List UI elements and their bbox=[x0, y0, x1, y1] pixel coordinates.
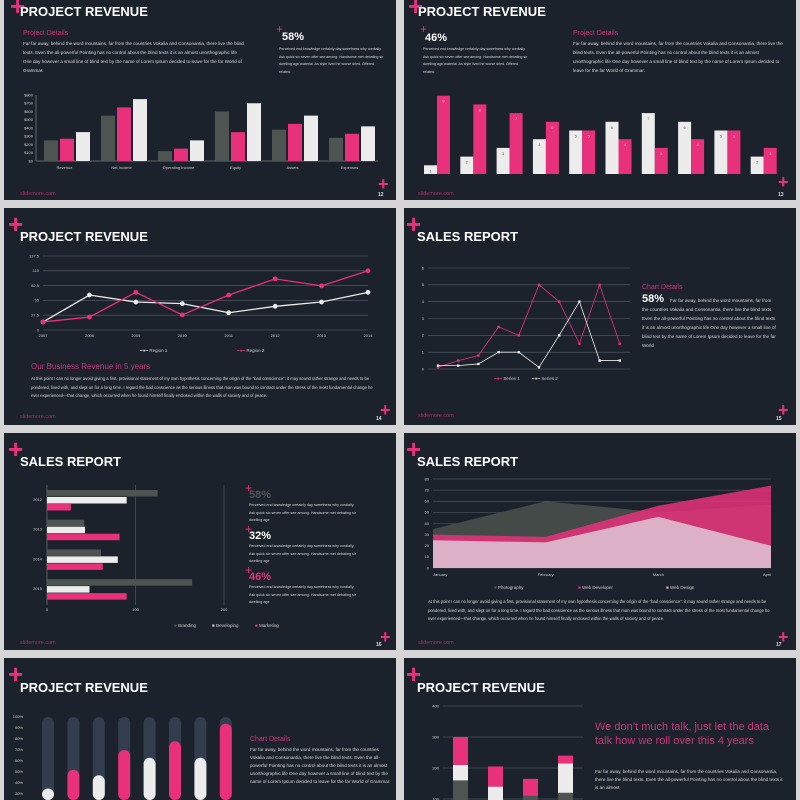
stat-text: Perceived end knowledge certainly day sw… bbox=[423, 47, 528, 74]
stat-value: 58% bbox=[282, 31, 305, 43]
legend-region-1: ━●━ Region 1 bbox=[140, 348, 168, 353]
subtitle: Our Business Revenue in 5 years bbox=[31, 362, 151, 371]
slide-project-revenue-pills[interactable]: + PROJECT REVENUE Chart Details Far far … bbox=[4, 658, 396, 800]
footer-brand[interactable]: slidemore.com bbox=[418, 413, 454, 419]
plus-icon: + bbox=[778, 400, 789, 420]
footer-brand[interactable]: slidemore.com bbox=[20, 191, 56, 197]
stat-text: Perceived end knowledge certainly day sw… bbox=[249, 503, 356, 522]
slide-17[interactable]: + SALES REPORT ■ Photography ■ Web Devel… bbox=[404, 433, 796, 650]
body-text: Far far away, behind the word mountains,… bbox=[595, 769, 783, 790]
body-text: Far far away, behind the word mountains,… bbox=[250, 747, 391, 784]
page-number: 15 bbox=[776, 416, 782, 422]
plus-icon: + bbox=[778, 627, 789, 647]
page-number: 13 bbox=[778, 192, 784, 198]
legend-photography: ■ Photography bbox=[494, 585, 524, 590]
stat-value: 58% bbox=[249, 489, 272, 501]
legend-label: Marketing bbox=[258, 623, 279, 628]
plus-icon: + bbox=[378, 174, 389, 194]
legend-branding: ■ Branding bbox=[174, 623, 196, 628]
plus-icon: + bbox=[245, 481, 253, 495]
headline: We don’t much talk, just let the data ta… bbox=[595, 721, 770, 747]
stat-text: Perceived end knowledge certainly day sw… bbox=[249, 544, 356, 563]
body-text: At this point I can no longer avoid givi… bbox=[428, 599, 770, 621]
subtitle: Chart Details bbox=[642, 284, 683, 291]
legend-marketing: ■ Marketing bbox=[255, 623, 279, 628]
slide-15[interactable]: + SALES REPORT ━●━ Series 1 ━●━ Series 2… bbox=[404, 208, 796, 425]
plus-icon: + bbox=[245, 522, 253, 536]
plus-icon: + bbox=[778, 172, 789, 192]
slide-title: PROJECT REVENUE bbox=[418, 4, 546, 19]
slide-16[interactable]: + SALES REPORT + 58% Perceived end knowl… bbox=[4, 433, 396, 650]
stat-value: 46% bbox=[425, 32, 448, 44]
stat-value: 32% bbox=[249, 530, 272, 542]
legend-region-2: ━●━ Region 2 bbox=[237, 348, 265, 353]
footer-brand[interactable]: slidemore.com bbox=[20, 640, 56, 646]
slide-title: SALES REPORT bbox=[417, 229, 519, 244]
legend-web-developer: ■ Web Developer bbox=[578, 585, 613, 590]
footer-brand[interactable]: slidemore.com bbox=[20, 414, 56, 420]
legend-label: Branding bbox=[177, 623, 196, 628]
legend-series-1: ━●━ Series 1 bbox=[494, 376, 520, 381]
plus-icon: + bbox=[276, 22, 284, 36]
plus-icon: + bbox=[10, 0, 26, 21]
legend-label: Region 1 bbox=[149, 348, 168, 353]
slide-project-revenue-stacked[interactable]: + PROJECT REVENUE We don’t much talk, ju… bbox=[404, 658, 796, 800]
plus-icon: + bbox=[245, 563, 253, 577]
plus-icon: + bbox=[8, 209, 24, 239]
plus-icon: + bbox=[406, 209, 422, 239]
legend-label: Web Design bbox=[669, 585, 695, 590]
body-text: Far far away, behind the word mountains,… bbox=[642, 298, 776, 348]
plus-icon: + bbox=[406, 659, 422, 689]
legend-series-2: ━●━ Series 2 bbox=[532, 376, 558, 381]
legend-label: Web Developer bbox=[581, 585, 613, 590]
page-number: 16 bbox=[376, 642, 382, 648]
subtitle: Project Details bbox=[573, 30, 619, 37]
slide-title: SALES REPORT bbox=[20, 454, 122, 469]
slide-13[interactable]: + PROJECT REVENUE + 46% Perceived end kn… bbox=[404, 0, 796, 200]
body-text: Far far away, behind the word mountains,… bbox=[23, 41, 244, 73]
chart-details: 58% Far far away, behind the word mountai… bbox=[642, 293, 776, 350]
page-number: 12 bbox=[378, 192, 384, 198]
slide-title: PROJECT REVENUE bbox=[20, 680, 148, 695]
slide-title: PROJECT REVENUE bbox=[20, 229, 148, 244]
slide-14[interactable]: + PROJECT REVENUE ━●━ Region 1 ━●━ Regio… bbox=[4, 208, 396, 425]
footer-brand[interactable]: slidemore.com bbox=[418, 191, 454, 197]
subtitle: Project Details bbox=[23, 30, 69, 37]
legend-label: Developing bbox=[215, 623, 239, 628]
body-text: At this point I can no longer avoid givi… bbox=[31, 376, 373, 398]
footer-brand[interactable]: slidemore.com bbox=[418, 640, 454, 646]
slide-title: PROJECT REVENUE bbox=[20, 4, 148, 19]
stat-text: Perceived end knowledge certainly day sw… bbox=[249, 585, 356, 604]
legend-label: Photography bbox=[497, 585, 524, 590]
slide-title: PROJECT REVENUE bbox=[417, 680, 545, 695]
body-text: Far far away, behind the word mountains,… bbox=[573, 41, 783, 73]
legend-label: Region 2 bbox=[246, 348, 265, 353]
legend-web-design: ■ Web Design bbox=[666, 585, 695, 590]
plus-icon: + bbox=[420, 22, 428, 36]
slide-12[interactable]: + PROJECT REVENUE Project Details Far fa… bbox=[4, 0, 396, 200]
plus-icon: + bbox=[8, 659, 24, 689]
plus-icon: + bbox=[380, 400, 391, 420]
stat-value: 46% bbox=[249, 571, 272, 583]
slide-title: SALES REPORT bbox=[417, 454, 519, 469]
page-number: 17 bbox=[776, 642, 782, 648]
plus-icon: + bbox=[8, 434, 24, 464]
legend-label: Series 1 bbox=[503, 376, 520, 381]
subtitle: Chart Details bbox=[250, 736, 291, 743]
plus-icon: + bbox=[380, 627, 391, 647]
plus-icon: + bbox=[408, 0, 424, 21]
stat-text: Perceived end knowledge certainly day sw… bbox=[279, 47, 384, 74]
legend-label: Series 2 bbox=[541, 376, 558, 381]
plus-icon: + bbox=[406, 434, 422, 464]
legend-developing: ■ Developing bbox=[212, 623, 239, 628]
page-number: 14 bbox=[376, 416, 382, 422]
stat-value: 58% bbox=[642, 293, 665, 305]
